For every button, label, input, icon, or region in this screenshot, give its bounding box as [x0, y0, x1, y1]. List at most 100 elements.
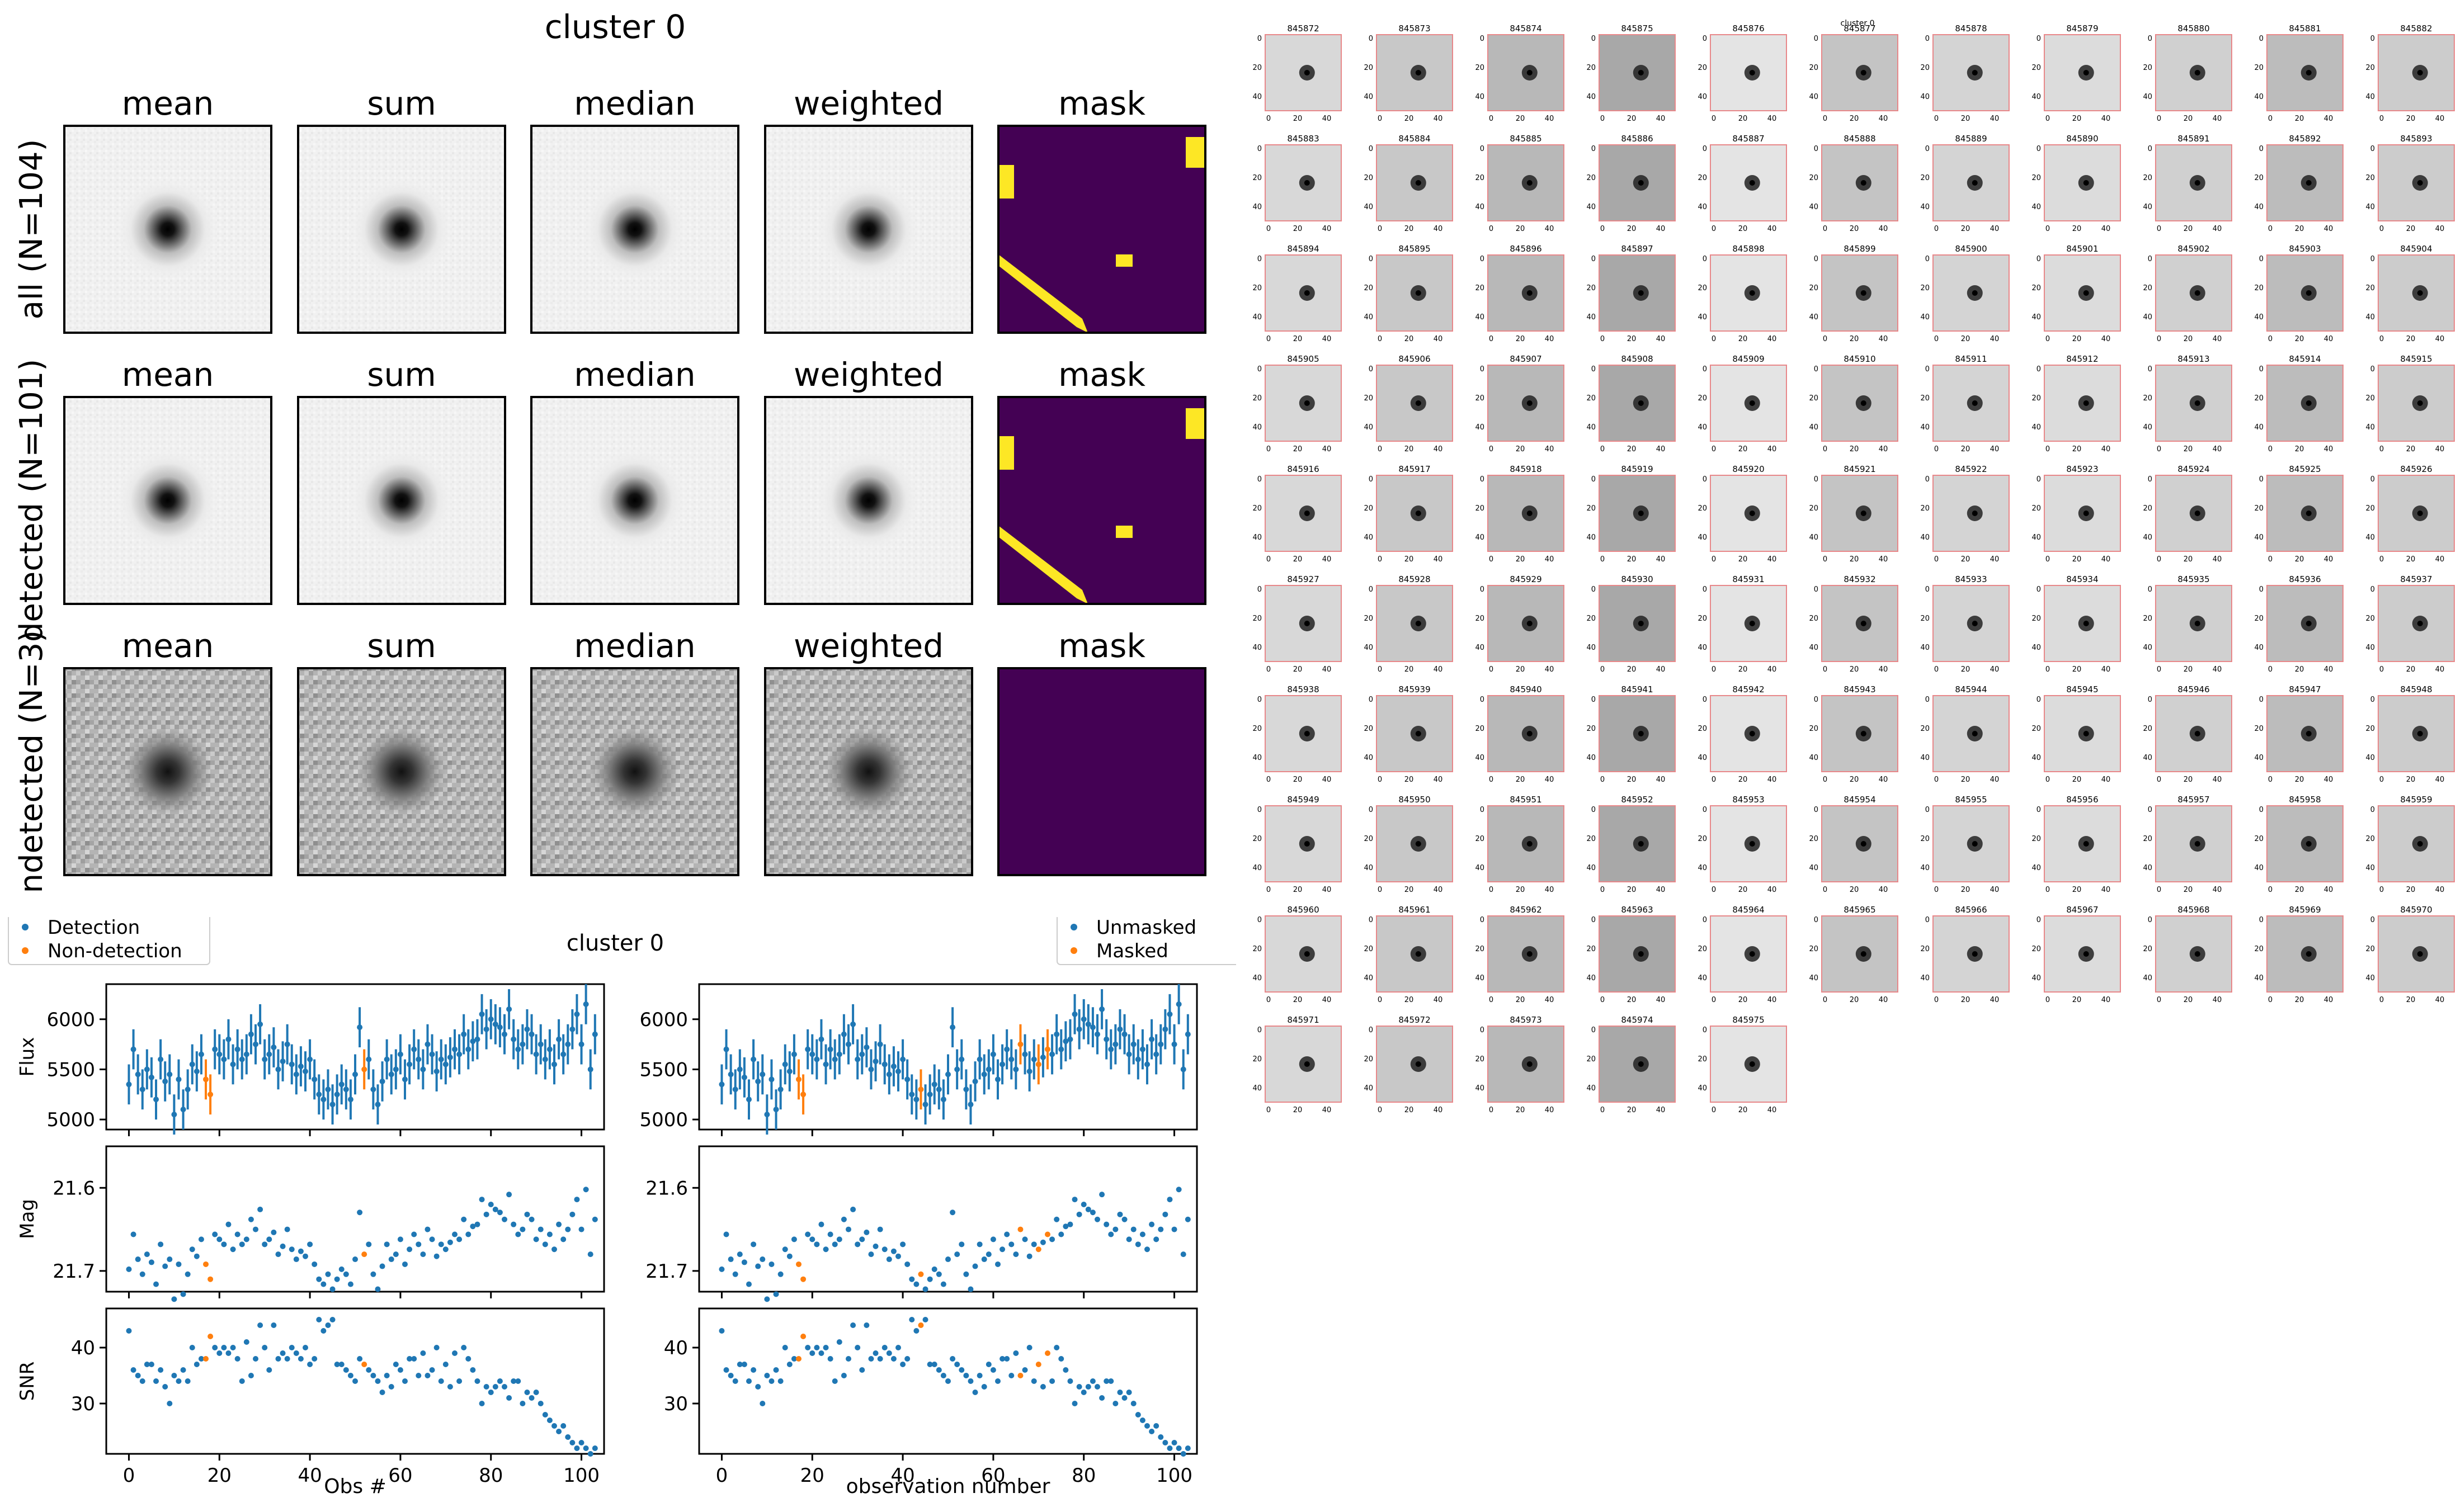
thumbnail-xtick: 0 [2268, 996, 2273, 1004]
thumbnail-star-core [2417, 511, 2423, 516]
thumbnail-xtick: 0 [2379, 115, 2384, 123]
thumbnail-xtick: 20 [1293, 445, 1303, 453]
nondetection-point [918, 1086, 924, 1093]
thumbnail-ytick: 20 [2143, 284, 2152, 292]
thumbnail-xtick: 40 [1545, 996, 1554, 1004]
detection-point [592, 1445, 598, 1451]
detection-point [253, 1226, 258, 1232]
thumbnail-frame [2378, 34, 2455, 111]
thumbnail-xtick: 40 [1434, 335, 1443, 343]
thumbnail-id: 845918 [1510, 464, 1541, 474]
thumbnail-xtick: 20 [1738, 115, 1748, 123]
y-tick-label: 5500 [46, 1059, 95, 1081]
detection-point [420, 1350, 426, 1356]
detection-point [298, 1356, 304, 1362]
thumbnail-xtick: 40 [1545, 445, 1554, 453]
detection-point [963, 1373, 969, 1378]
detection-point [257, 1322, 263, 1328]
thumbnail-ytick: 40 [1586, 644, 1596, 652]
thumbnail-id: 845968 [2177, 905, 2209, 915]
thumbnail-xtick: 0 [2268, 335, 2273, 343]
thumbnail-ytick: 20 [1364, 174, 1373, 182]
detection-point [850, 1206, 856, 1212]
lightcurve-svg: cluster 0 600055005000Flux21.621.7Mag403… [8, 917, 1236, 1498]
thumbnail-xtick: 20 [2184, 886, 2193, 894]
thumbnail-xtick: 20 [2184, 996, 2193, 1004]
thumbnail-ytick: 0 [1814, 255, 1818, 263]
detection-point [782, 1246, 788, 1253]
thumbnail-xtick: 0 [1266, 555, 1271, 564]
thumbnail-ytick: 20 [1920, 394, 1930, 403]
column-label: weighted [794, 627, 944, 665]
thumbnail-xtick: 40 [1656, 445, 1666, 453]
thumbnail-id: 845926 [2400, 464, 2432, 474]
thumbnail-xtick: 0 [2268, 886, 2273, 894]
detection-point [425, 1373, 431, 1378]
detection-point [429, 1236, 435, 1242]
detection-point [130, 1231, 136, 1237]
thumbnail-xtick: 0 [1489, 225, 1493, 233]
nondetection-point [800, 1334, 807, 1339]
thumbnail-ytick: 20 [1809, 504, 1818, 513]
thumbnail-frame [2378, 254, 2455, 332]
thumbnail-frame [1821, 254, 1898, 332]
thumbnail-xtick: 40 [2101, 445, 2111, 453]
detection-point [393, 1362, 399, 1367]
thumbnail-xtick: 20 [2072, 445, 2082, 453]
thumbnail-ytick: 20 [1586, 615, 1596, 623]
thumbnail-xtick: 0 [1266, 445, 1271, 453]
detection-point [320, 1328, 327, 1334]
detection-point [167, 1401, 173, 1406]
thumbnail-star-core [1860, 511, 1866, 516]
column-label: mean [122, 627, 214, 665]
detection-point [447, 1054, 453, 1060]
detection-point [786, 1069, 793, 1074]
thumbnail-xtick: 0 [1600, 665, 1605, 674]
legend-box [8, 917, 210, 965]
thumbnail-star-core [1860, 621, 1866, 626]
thumbnail-id: 845947 [2289, 684, 2321, 694]
thumbnail-ytick: 40 [2143, 644, 2152, 652]
detection-point [959, 1241, 965, 1248]
thumbnail-ytick: 20 [1809, 284, 1818, 292]
thumbnail-ytick: 40 [2143, 533, 2152, 542]
thumbnail-id: 845901 [2066, 244, 2098, 254]
thumbnail-star-core [1972, 621, 1978, 626]
thumbnail-xtick: 20 [1404, 445, 1414, 453]
thumbnail-star-core [1304, 621, 1310, 626]
thumbnail-ytick: 40 [2365, 423, 2375, 432]
detection-point [846, 1356, 851, 1362]
thumbnail-star-core [2417, 841, 2423, 847]
thumbnail-frame [1821, 695, 1898, 772]
detection-point [836, 1339, 842, 1345]
detection-point [977, 1056, 983, 1062]
thumbnail-xtick: 0 [1378, 776, 1382, 784]
thumbnail-id: 845925 [2289, 464, 2321, 474]
thumbnail-xtick: 20 [1516, 996, 1525, 1004]
thumbnail-xtick: 20 [2406, 445, 2416, 453]
thumbnail-ytick: 0 [1257, 365, 1262, 374]
thumbnail-xtick: 0 [2268, 776, 2273, 784]
thumbnail-xtick: 20 [1738, 665, 1748, 674]
thumbnail-xtick: 20 [1961, 776, 1970, 784]
thumbnail-star-core [1304, 1061, 1310, 1067]
thumbnail-xtick: 0 [1934, 115, 1939, 123]
detection-point [474, 1378, 480, 1384]
detection-point [977, 1373, 983, 1378]
detection-point [574, 1197, 580, 1203]
detection-point [1067, 1036, 1073, 1042]
thumbnail-ytick: 0 [2036, 35, 2041, 43]
detection-point [162, 1263, 168, 1269]
detection-point [805, 1231, 811, 1237]
thumbnail-ytick: 20 [1364, 835, 1373, 843]
detection-point [312, 1076, 318, 1083]
detection-point [262, 1056, 268, 1062]
thumbnail-frame [2266, 585, 2344, 662]
thumbnail-ytick: 40 [1252, 533, 1262, 542]
thumbnail-ytick: 20 [1252, 174, 1262, 182]
